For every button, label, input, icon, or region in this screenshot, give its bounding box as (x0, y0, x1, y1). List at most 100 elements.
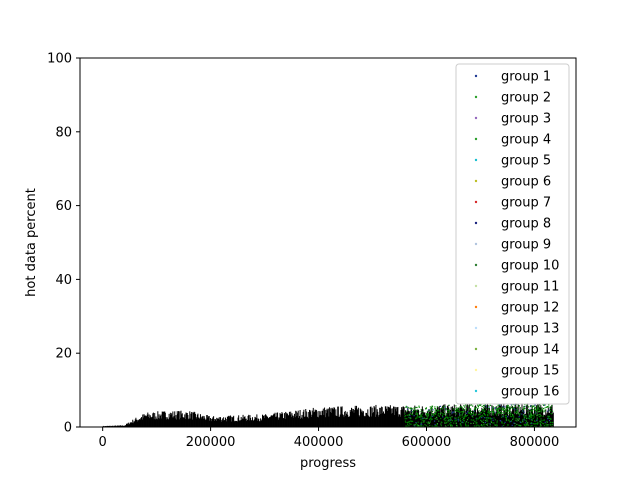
data-point (534, 425, 536, 428)
data-point (449, 419, 451, 421)
data-point (437, 413, 440, 415)
legend-marker (474, 158, 478, 162)
data-point (456, 424, 458, 427)
data-point (449, 416, 451, 418)
legend-marker (474, 242, 478, 246)
data-point (537, 407, 540, 409)
data-point (429, 408, 432, 410)
data-point (422, 425, 425, 427)
data-point (495, 408, 497, 410)
data-point (407, 414, 409, 416)
data-point (450, 423, 452, 426)
data-point (528, 415, 530, 417)
data-point (522, 408, 524, 411)
data-point (514, 422, 516, 425)
data-point (465, 407, 467, 410)
legend-marker (474, 305, 478, 309)
data-point (409, 417, 411, 419)
data-point (516, 412, 518, 414)
data-point (515, 413, 518, 415)
data-point (444, 420, 446, 422)
data-point (502, 415, 504, 418)
data-point (404, 414, 406, 417)
y-tick-label: 0 (64, 421, 72, 436)
data-point (521, 420, 524, 422)
data-point (526, 404, 528, 406)
data-point (482, 421, 485, 424)
data-point (503, 408, 505, 410)
data-point (534, 406, 536, 408)
x-tick-label: 800000 (510, 435, 560, 450)
data-point (493, 422, 495, 424)
data-point (461, 406, 463, 409)
data-point (508, 410, 510, 413)
data-point (481, 421, 483, 423)
data-point (492, 410, 494, 413)
data-point (414, 425, 416, 427)
data-point (411, 420, 414, 422)
data-point (475, 423, 477, 425)
data-point (515, 409, 517, 411)
data-point (516, 409, 518, 411)
data-point (529, 408, 531, 410)
data-point (434, 425, 437, 427)
data-point (461, 421, 463, 424)
data-point (510, 404, 512, 406)
data-point (471, 415, 473, 417)
data-point (542, 415, 544, 418)
data-point (476, 417, 478, 419)
data-point (440, 423, 442, 425)
data-point (506, 406, 508, 408)
data-point (455, 405, 457, 407)
data-point (474, 420, 476, 423)
data-point (461, 413, 464, 415)
data-point (465, 415, 468, 417)
data-point (492, 406, 494, 408)
data-point (440, 425, 442, 427)
data-point (431, 405, 433, 407)
data-point (438, 420, 440, 422)
data-point (549, 407, 551, 409)
data-point (516, 411, 518, 413)
data-point (501, 422, 503, 424)
data-point (518, 418, 520, 420)
data-point (410, 420, 412, 422)
data-point (481, 409, 483, 411)
data-point (474, 413, 477, 415)
data-point (502, 409, 504, 411)
data-point (520, 424, 522, 427)
data-point (539, 420, 541, 422)
data-point (431, 414, 433, 416)
data-point (425, 414, 428, 416)
data-point (538, 415, 540, 418)
y-tick-label: 20 (55, 347, 72, 362)
x-axis-label: progress (300, 456, 356, 471)
data-point (450, 425, 452, 427)
data-point (523, 419, 525, 421)
data-point (507, 416, 509, 418)
data-point (499, 404, 501, 406)
data-point (414, 424, 416, 426)
data-point (502, 405, 504, 408)
data-point (455, 417, 457, 419)
data-point (494, 419, 496, 421)
data-point (512, 403, 514, 406)
data-point (459, 406, 461, 408)
data-point (487, 417, 490, 419)
data-point (506, 407, 508, 409)
data-point (420, 424, 422, 426)
data-point (517, 410, 519, 412)
data-point (481, 420, 483, 422)
data-point (460, 406, 462, 408)
data-point (441, 421, 443, 424)
data-point (539, 425, 541, 428)
data-point (536, 423, 539, 425)
data-point (468, 409, 471, 411)
data-point (485, 417, 487, 419)
data-point (478, 413, 480, 415)
data-point (470, 414, 472, 416)
data-point (518, 424, 520, 426)
data-point (534, 420, 536, 423)
data-point (456, 419, 458, 421)
data-point (433, 413, 435, 415)
